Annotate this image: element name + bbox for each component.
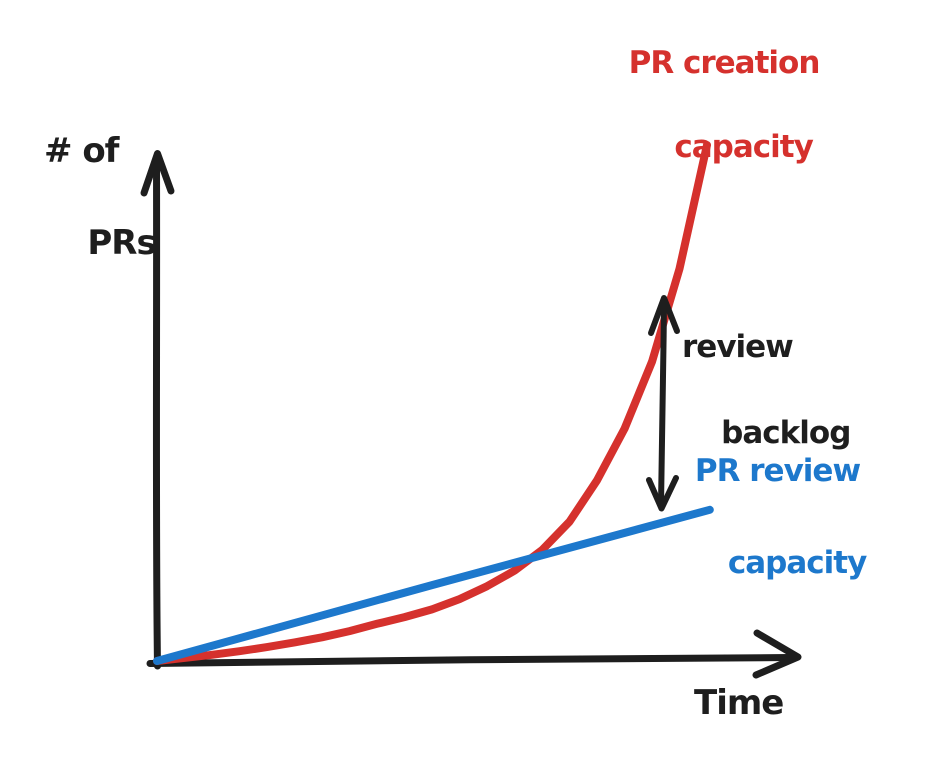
series-line-pr-creation-capacity [153, 141, 711, 665]
y-axis-label: # of PRs [44, 128, 157, 266]
review-backlog-label-line1: review [682, 329, 794, 365]
backlog-arrow-shaft [658, 298, 667, 508]
plot-lines [153, 141, 714, 665]
pr-creation-label-line2: capacity [674, 129, 813, 165]
review-backlog-label: review backlog [682, 326, 851, 455]
backlog-arrow-bottom-head [646, 475, 679, 512]
pr-creation-label-line1: PR creation [628, 45, 821, 81]
backlog-double-arrow-icon [646, 295, 680, 512]
x-axis-line [146, 654, 794, 667]
axes [140, 150, 802, 679]
x-axis-arrowhead-icon [752, 629, 802, 679]
y-axis-label-line1: # of [44, 131, 119, 171]
y-axis-line [152, 154, 161, 670]
pr-review-label-line1: PR review [694, 453, 861, 489]
y-axis-arrowhead-icon [140, 150, 175, 197]
pr-creation-capacity-label: PR creation capacity [593, 42, 855, 168]
x-axis-label: Time [694, 680, 784, 726]
x-axis-label-text: Time [694, 683, 784, 723]
y-axis-label-line2: PRs [87, 223, 156, 263]
pr-review-capacity-label: PR review capacity [655, 448, 900, 586]
series-line-pr-review-capacity [153, 505, 714, 665]
backlog-arrow-top-head [648, 295, 680, 336]
review-backlog-label-line2: backlog [721, 415, 851, 451]
pr-review-label-line2: capacity [727, 545, 867, 581]
